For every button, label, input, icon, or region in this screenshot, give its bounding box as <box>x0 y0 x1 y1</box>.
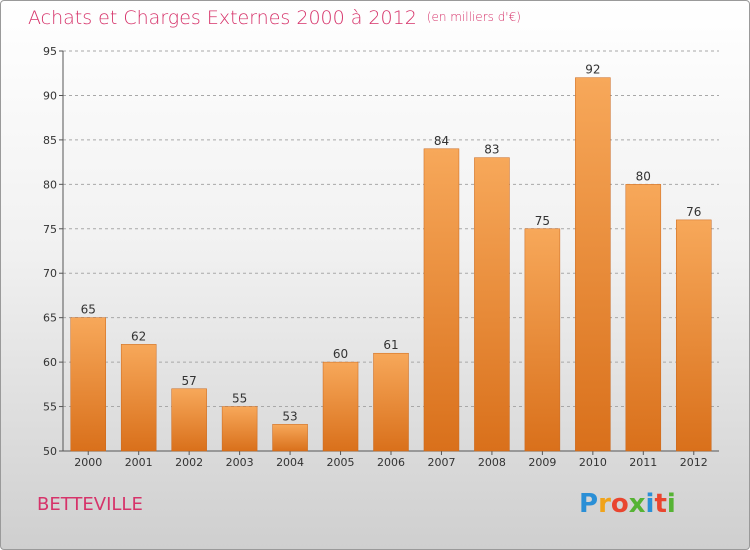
data-label-2006: 61 <box>383 338 398 352</box>
bar-2010 <box>575 77 611 452</box>
bar-2001 <box>120 344 157 452</box>
data-label-2001: 62 <box>131 329 146 343</box>
y-tick-label: 85 <box>43 134 57 147</box>
logo-letter: t <box>654 489 667 519</box>
logo-letter: i <box>666 489 676 519</box>
bar-2009 <box>524 228 561 452</box>
y-tick-label: 50 <box>43 445 57 458</box>
y-tick-label: 75 <box>43 223 57 236</box>
data-label-2011: 80 <box>636 169 651 183</box>
data-label-2005: 60 <box>333 347 348 361</box>
x-tick-label-2006: 2006 <box>377 456 405 469</box>
y-tick-label: 70 <box>43 267 57 280</box>
chart-title: Achats et Charges Externes 2000 à 2012 (e… <box>28 7 521 29</box>
y-tick-label: 65 <box>43 312 57 325</box>
data-label-2003: 55 <box>232 392 247 406</box>
bar-2002 <box>171 388 207 452</box>
logo-letter: P <box>579 489 599 519</box>
data-label-2007: 84 <box>434 134 449 148</box>
logo-letter: o <box>610 489 629 519</box>
bar-2004 <box>272 424 308 452</box>
y-tick-label: 95 <box>43 45 57 58</box>
data-label-2010: 92 <box>585 63 600 77</box>
data-label-2000: 65 <box>81 303 96 317</box>
y-tick-label: 55 <box>43 401 57 414</box>
y-tick-label: 80 <box>43 178 57 191</box>
data-label-2008: 83 <box>484 143 499 157</box>
data-label-2012: 76 <box>686 205 701 219</box>
data-label-2002: 57 <box>182 374 197 388</box>
proxiti-logo[interactable]: Proxiti <box>579 489 676 519</box>
y-tick-label: 60 <box>43 356 57 369</box>
logo-letter: r <box>598 489 611 519</box>
bar-2012 <box>676 219 712 452</box>
logo-letter: i <box>645 489 655 519</box>
logo-letter: x <box>628 489 646 519</box>
x-tick-label-2011: 2011 <box>629 456 657 469</box>
x-tick-label-2008: 2008 <box>478 456 506 469</box>
commune-name: BETTEVILLE <box>37 494 143 515</box>
x-tick-label-2010: 2010 <box>579 456 607 469</box>
x-tick-label-2007: 2007 <box>427 456 455 469</box>
bar-2008 <box>474 157 510 452</box>
x-tick-label-2001: 2001 <box>125 456 153 469</box>
chart-title-text: Achats et Charges Externes 2000 à 2012 <box>28 7 417 29</box>
data-label-2004: 53 <box>282 409 297 423</box>
x-tick-label-2009: 2009 <box>528 456 556 469</box>
data-label-2009: 75 <box>535 214 550 228</box>
labels: 50 55 60 65 70 75 80 85 90 95 2000 65 2001 62 2002 57 20… <box>43 45 708 469</box>
bar-2000 <box>70 317 106 452</box>
x-tick-label-2002: 2002 <box>175 456 203 469</box>
x-tick-label-2012: 2012 <box>680 456 708 469</box>
bar-2003 <box>221 406 258 452</box>
x-tick-label-2000: 2000 <box>74 456 102 469</box>
bars <box>70 77 712 452</box>
bar-2006 <box>373 352 409 452</box>
x-tick-label-2005: 2005 <box>327 456 355 469</box>
bar-2005 <box>322 361 359 452</box>
x-tick-label-2003: 2003 <box>226 456 254 469</box>
bar-2011 <box>625 184 662 452</box>
chart-subtitle: (en milliers d'€) <box>426 10 521 24</box>
bar-2007 <box>423 148 460 452</box>
y-tick-label: 90 <box>43 89 57 102</box>
x-tick-label-2004: 2004 <box>276 456 304 469</box>
